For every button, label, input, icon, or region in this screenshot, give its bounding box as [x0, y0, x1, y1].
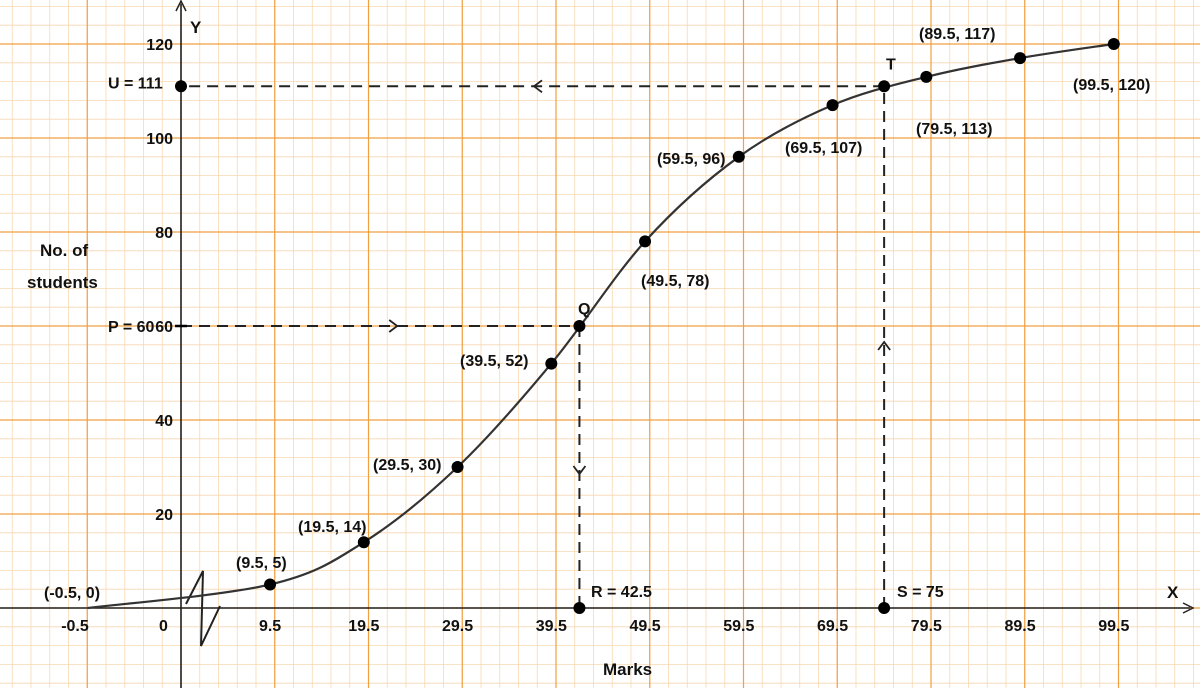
x-axis-label: Marks	[603, 660, 652, 679]
ogive-curve	[87, 42, 1114, 610]
data-point	[1014, 52, 1027, 65]
annotation-q: Q	[578, 301, 590, 318]
arrow-up-icon	[877, 340, 891, 351]
x-tick-label: 29.5	[442, 618, 473, 635]
x-tick-label: -0.5	[61, 618, 89, 635]
x-axis-arrow	[1182, 602, 1195, 614]
y-tick-label: 80	[155, 225, 173, 242]
annotation-p: P = 60	[108, 319, 155, 336]
data-point-label: (19.5, 14)	[298, 519, 366, 536]
x-tick-label: 99.5	[1098, 618, 1129, 635]
data-point	[826, 99, 839, 112]
annotation-t: T	[886, 56, 896, 73]
point-u	[175, 80, 187, 93]
annotation-s: S = 75	[897, 584, 944, 601]
x-tick-label: 9.5	[259, 618, 281, 635]
data-point-label: (69.5, 107)	[785, 140, 862, 157]
data-point	[732, 150, 745, 163]
y-axis-arrow	[175, 0, 187, 12]
y-tick-label: 100	[146, 131, 173, 148]
y-tick-label: 20	[155, 507, 173, 524]
y-tick-label: 60	[155, 319, 173, 336]
data-point-label: (39.5, 52)	[460, 353, 528, 370]
y-axis-letter: Y	[190, 18, 202, 37]
data-point-label: (79.5, 113)	[916, 121, 993, 138]
data-point-label: (-0.5, 0)	[44, 585, 100, 602]
point-q	[573, 320, 586, 332]
labels: Marks No. of students X Y 0 -0.5 9.5 19.5 2…	[27, 18, 1179, 679]
arrow-down-icon	[572, 465, 587, 476]
x-tick-label: 19.5	[348, 618, 379, 635]
data-point-label: (9.5, 5)	[236, 555, 287, 572]
point-r	[573, 602, 586, 614]
axis-break-symbol	[185, 570, 221, 647]
annotation-u: U = 111	[108, 75, 163, 92]
y-tick-label: 40	[155, 413, 173, 430]
x-tick-label: 49.5	[629, 618, 660, 635]
data-point	[357, 536, 370, 549]
data-point-label: (29.5, 30)	[373, 457, 441, 474]
arrow-left-icon	[532, 79, 543, 94]
guide-lines	[181, 79, 891, 608]
x-tick-label: 59.5	[723, 618, 754, 635]
data-point-label: (99.5, 120)	[1073, 77, 1150, 94]
x-tick-label: 89.5	[1004, 618, 1035, 635]
arrow-right-icon	[388, 319, 399, 333]
point-s	[878, 602, 891, 614]
data-point-label: (49.5, 78)	[641, 273, 709, 290]
y-tick-label: 120	[146, 37, 173, 54]
x-tick-label: 69.5	[817, 618, 848, 635]
data-point	[1107, 38, 1120, 50]
y-axis-label-line1: No. of	[40, 241, 88, 260]
ogive-curve-line	[87, 42, 1114, 610]
data-point	[451, 461, 464, 473]
data-point	[264, 578, 277, 591]
x-tick-label: 39.5	[536, 618, 567, 635]
data-point-label: (89.5, 117)	[919, 26, 996, 43]
annotation-r: R = 42.5	[591, 584, 652, 601]
origin-label: 0	[159, 618, 168, 635]
data-point	[545, 357, 558, 370]
data-point	[920, 70, 933, 83]
y-axis-label-line2: students	[27, 273, 98, 292]
x-tick-label: 79.5	[911, 618, 942, 635]
point-t	[878, 80, 891, 93]
data-points	[175, 38, 1120, 614]
x-axis-letter: X	[1167, 583, 1179, 602]
data-point	[639, 235, 652, 248]
data-point-label: (59.5, 96)	[657, 151, 725, 168]
